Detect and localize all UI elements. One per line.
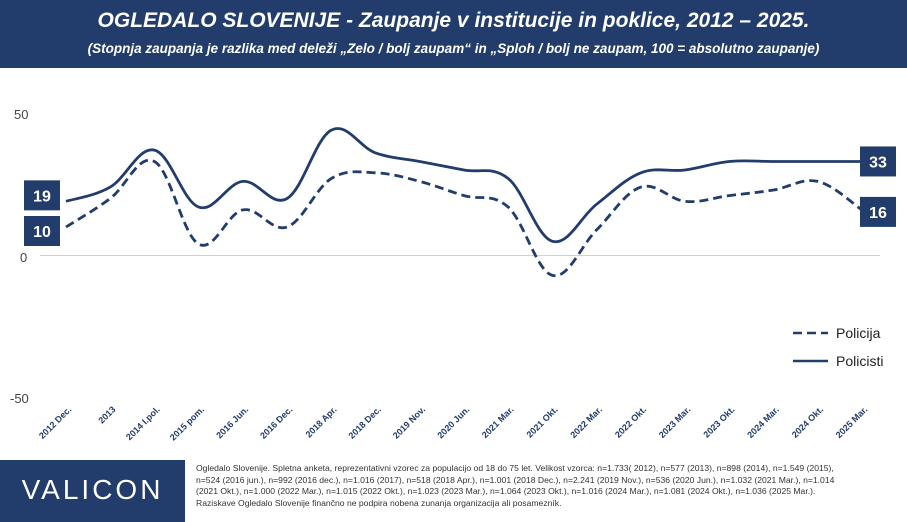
x-tick-label: 2014 I.pol. [124,404,162,442]
legend: Policija Policisti [793,325,883,369]
chart-header: OGLEDALO SLOVENIJE - Zaupanje v instituc… [0,0,907,68]
footnote-line: (2021 Okt.), n=1.000 (2022 Mar.), n=1.01… [196,486,816,497]
series-line-policija [65,158,863,277]
x-tick-label: 2021 Okt. [524,404,559,439]
x-tick-label: 2021 Mar. [480,404,516,440]
y-tick-label: 0 [20,250,27,265]
x-tick-label: 2023 Mar. [657,404,693,440]
value-label-box [860,196,896,227]
value-label-box [860,146,896,177]
y-tick-label: 50 [14,107,28,122]
series-layer [65,127,863,277]
y-axis: 50 0 -50 [10,107,29,406]
chart-title: OGLEDALO SLOVENIJE - Zaupanje v instituc… [97,9,810,32]
value-label-text: 33 [869,154,887,171]
x-tick-label: 2020 Jun. [435,404,471,440]
x-tick-label: 2013 [96,404,117,425]
line-chart: 50 0 -50 2012 Dec. 2013 2014 I.pol. 2015 po… [10,107,896,443]
footnote-line: Ogledalo Slovenije. Spletna anketa, repr… [196,463,834,473]
x-tick-label: 2023 Okt. [701,404,736,439]
value-label-text: 16 [869,205,887,222]
x-tick-label: 2016 Dec. [258,404,294,440]
end-labels: 19 10 33 16 [24,146,896,246]
y-tick-label: -50 [10,391,29,406]
start-label-policisti: 19 [24,180,60,211]
x-tick-label: 2024 Mar. [745,404,781,440]
footnote-line: n=524 (2016 jun.), n=992 (2016 dec.), n=… [196,474,835,485]
legend-label-policisti: Policisti [836,353,883,369]
end-label-policisti: 33 [860,146,896,177]
x-tick-label: 2016 Jun. [214,404,250,440]
value-label-text: 10 [33,224,51,241]
x-tick-label: 2024 Okt. [790,404,825,439]
chart-subtitle: (Stopnja zaupanja je razlika med deleži … [87,41,820,56]
series-line-policisti [65,127,863,244]
x-axis: 2012 Dec. 2013 2014 I.pol. 2015 pom. 2016 Ju… [37,404,869,442]
value-label-text: 19 [33,188,51,205]
x-tick-label: 2018 Dec. [347,404,383,440]
start-label-policija: 10 [24,216,60,246]
x-tick-label: 2025 Mar. [834,404,870,440]
value-label-box [24,216,60,246]
value-label-box [24,180,60,211]
x-tick-label: 2015 pom. [168,404,206,442]
legend-label-policija: Policija [836,325,881,341]
footnote: Ogledalo Slovenije. Spletna anketa, repr… [196,463,896,509]
end-label-policija: 16 [860,196,896,227]
x-tick-label: 2022 Okt. [613,404,648,439]
footnote-line: Raziskave Ogledalo Slovenije finančno ne… [196,497,562,508]
logo-text: VALICON [21,474,164,505]
x-tick-label: 2018 Apr. [304,404,339,439]
brand-logo: VALICON [0,460,185,522]
x-tick-label: 2012 Dec. [37,404,73,440]
x-tick-label: 2022 Mar. [568,404,604,440]
x-tick-label: 2019 Nov. [391,404,427,440]
